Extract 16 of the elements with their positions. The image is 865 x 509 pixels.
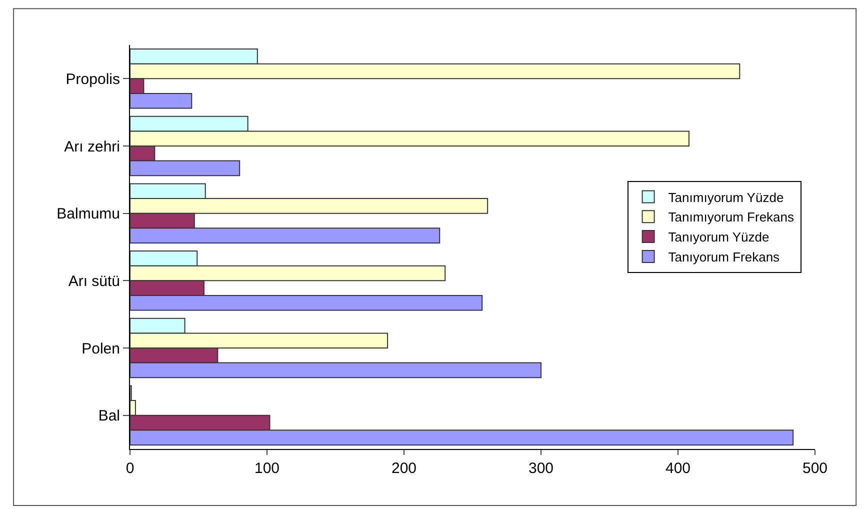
y-tick-label: Arı zehri [64,138,120,156]
y-tick-label: Balmumu [56,206,120,223]
legend-label: Tanıyorum Frekans [668,250,780,265]
y-tick-label: Arı sütü [68,272,120,290]
y-tick-label: Propolis [66,70,120,88]
x-tick-label: 400 [665,460,691,477]
x-tick-label: 500 [802,460,828,477]
x-tick-label: 300 [528,460,554,477]
y-tick-label: Bal [98,408,120,425]
x-tick-label: 0 [126,460,134,477]
legend-label: Tanımıyorum Yüzde [668,190,784,205]
x-tick-label: 100 [254,460,280,477]
legend-label: Tanıyorum Yüzde [668,230,770,245]
legend-label: Tanımıyorum Frekans [668,210,795,225]
y-tick-label: Polen [82,340,120,358]
x-tick-label: 200 [391,460,417,477]
